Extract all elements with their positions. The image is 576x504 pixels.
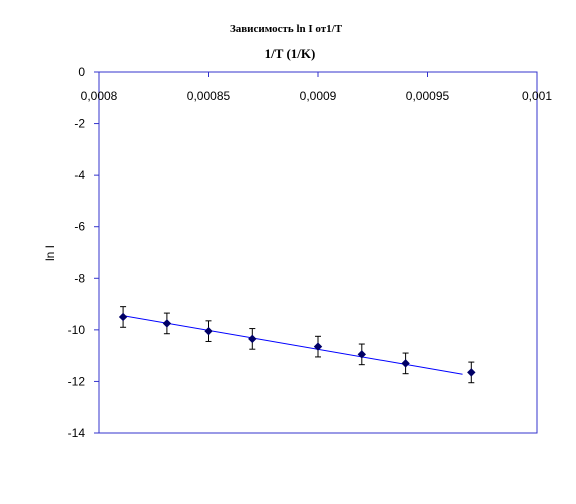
y-tick-label: -8 [74,271,85,285]
data-point-group [401,352,410,375]
x-tick-label: 0,0009 [300,89,337,103]
y-axis: 0 -2 -4 -6 -8 -10 -12 -14 [68,65,99,440]
data-point-group [204,320,213,342]
y-tick-label: -6 [74,220,85,234]
chart-title: Зависимость ln I от1/T [230,23,343,35]
y-tick-label: -10 [68,323,86,337]
data-point [204,326,213,336]
trendline-group [123,315,463,375]
y-axis-title: ln I [43,245,57,261]
data-point [162,319,172,328]
data-point-group [467,361,476,384]
data-point-group [162,312,172,335]
data-point [467,368,476,377]
data-point [357,350,367,359]
data-point [313,342,323,351]
data-point-group [313,335,323,358]
data-point [248,334,257,344]
x-tick-label: 0,00095 [406,89,450,103]
y-tick-label: -12 [68,374,86,388]
data-point-group [357,343,367,366]
x-axis-title: 1/T (1/K) [265,46,316,61]
y-tick-label: -4 [74,168,85,182]
data-point [401,359,410,368]
y-tick-label: -2 [74,117,85,131]
x-tick-label: 0,001 [522,89,552,103]
x-tick-label: 0,0008 [81,89,118,103]
data-point-group [248,328,257,350]
x-tick-label: 0,00085 [187,89,231,103]
y-tick-label: -14 [68,426,86,440]
data-series [118,306,476,384]
x-axis: 0,0008 0,00085 0,0009 0,00095 0,001 [81,72,552,103]
data-point [118,312,128,322]
trendline [123,315,463,375]
y-tick-label: 0 [78,65,85,79]
data-point-group [118,306,128,328]
